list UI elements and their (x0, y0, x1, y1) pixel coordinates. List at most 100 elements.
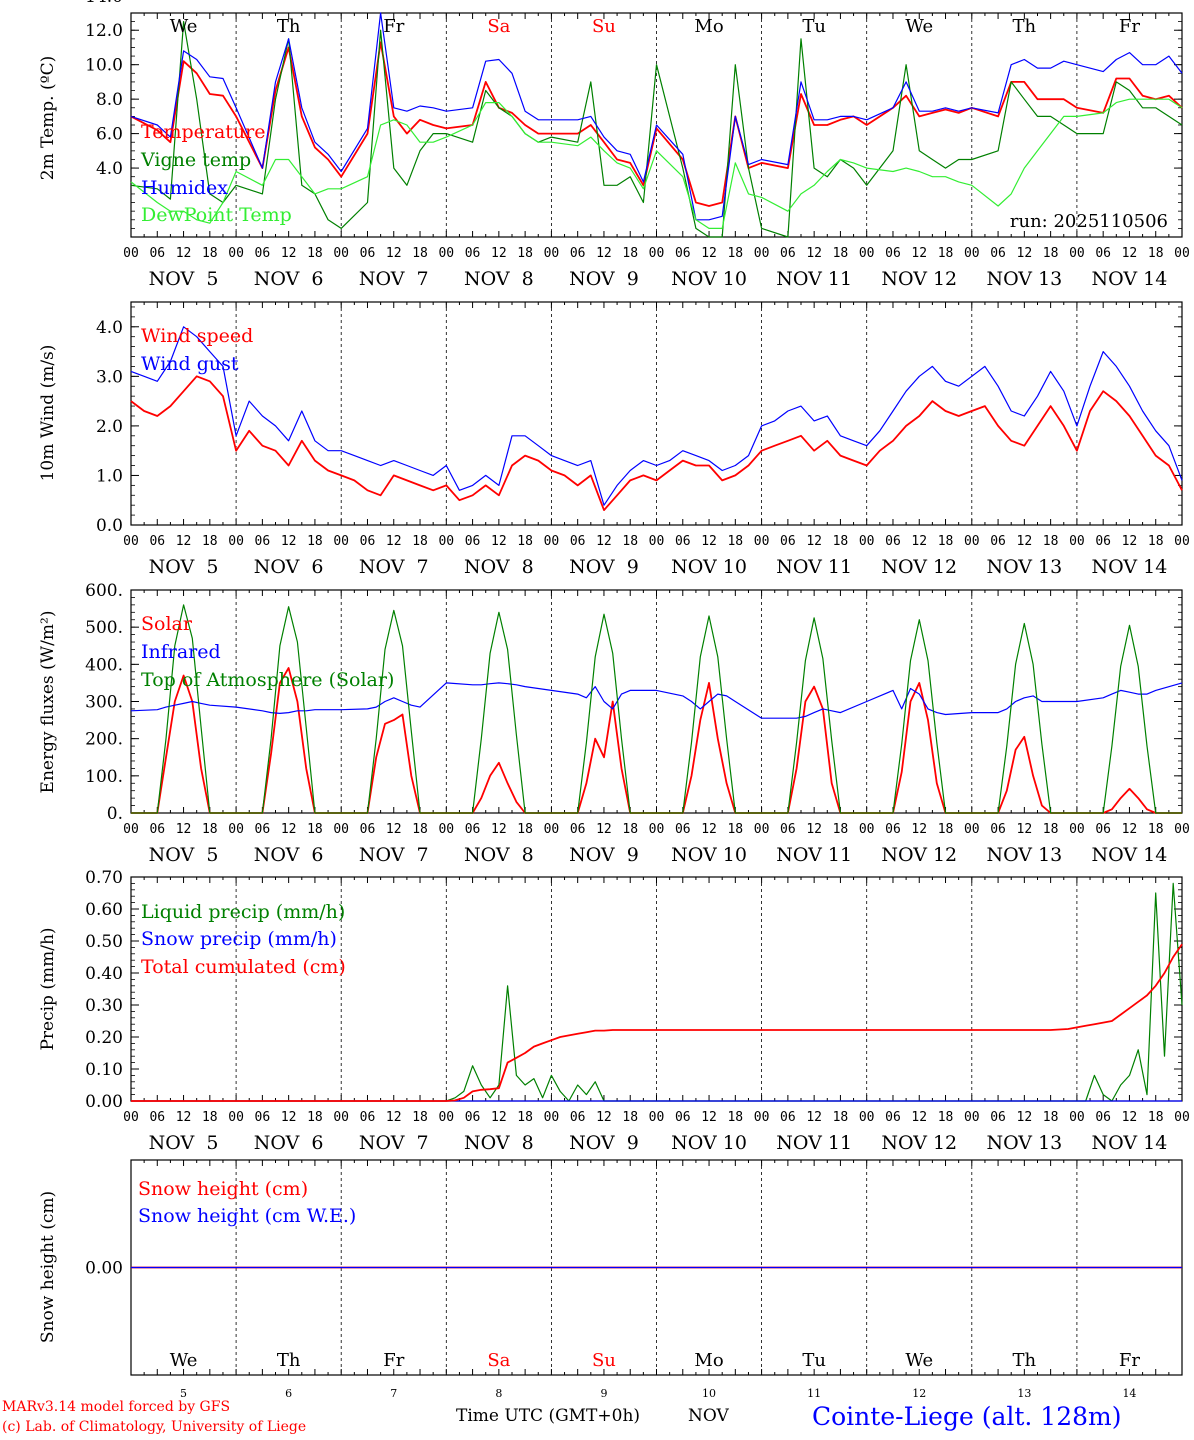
hour-label: 12 (1122, 1110, 1138, 1125)
date-label: NOV 7 (359, 844, 429, 866)
hour-label: 06 (465, 246, 481, 261)
hour-label: 12 (806, 246, 822, 261)
hour-label: 00 (649, 246, 665, 261)
y-tick-label: 0.40 (85, 964, 123, 984)
hour-label: 06 (1095, 1110, 1111, 1125)
day-number-label: 14 (1122, 1387, 1136, 1400)
legend-entry: Top of Atmosphere (Solar) (141, 669, 394, 691)
date-label: NOV 5 (149, 1132, 219, 1154)
hour-label: 18 (517, 822, 533, 837)
date-label: NOV 9 (569, 268, 639, 290)
weekday-label: Fr (383, 16, 404, 37)
hour-label: 06 (570, 534, 586, 549)
hour-label: 18 (412, 534, 428, 549)
y-tick-label: 0.70 (85, 868, 123, 888)
weekday-label: Fr (1119, 1350, 1140, 1371)
hour-label: 00 (1174, 822, 1190, 837)
y-tick-label: 4.0 (96, 318, 123, 338)
hour-label: 00 (333, 1110, 349, 1125)
hour-label: 12 (491, 534, 507, 549)
date-label: NOV 13 (986, 556, 1062, 578)
series-line-infrared (130, 682, 1183, 719)
date-label: NOV 12 (881, 556, 957, 578)
date-label: NOV 9 (569, 844, 639, 866)
date-label: NOV 11 (776, 556, 852, 578)
hour-label: 18 (727, 246, 743, 261)
hour-label: 12 (911, 534, 927, 549)
weekday-label: We (170, 1350, 198, 1371)
hour-label: 18 (307, 246, 323, 261)
hour-label: 18 (622, 534, 638, 549)
hour-label: 06 (465, 1110, 481, 1125)
hour-label: 00 (1069, 1110, 1085, 1125)
hour-label: 18 (307, 1110, 323, 1125)
hour-label: 06 (675, 534, 691, 549)
hour-label: 00 (649, 534, 665, 549)
hour-label: 06 (570, 246, 586, 261)
y-tick-label: 300. (85, 693, 123, 713)
date-label: NOV 12 (881, 268, 957, 290)
hour-label: 00 (649, 1110, 665, 1125)
hour-label: 06 (149, 246, 165, 261)
hour-label: 00 (333, 246, 349, 261)
hour-label: 06 (360, 246, 376, 261)
hour-label: 00 (544, 246, 560, 261)
hour-label: 12 (1122, 822, 1138, 837)
y-axis-label: Energy fluxes (W/m²) (38, 611, 58, 794)
day-number-label: 8 (495, 1387, 502, 1400)
hour-label: 12 (701, 246, 717, 261)
hour-label: 12 (596, 534, 612, 549)
hour-label: 00 (1174, 246, 1190, 261)
date-label: NOV 8 (464, 844, 534, 866)
y-tick-label: 0. (107, 804, 123, 824)
hour-label: 18 (412, 1110, 428, 1125)
y-tick-label: 0.60 (85, 900, 123, 920)
date-label: NOV 8 (464, 268, 534, 290)
hour-label: 00 (754, 1110, 770, 1125)
hour-label: 12 (1122, 534, 1138, 549)
hour-label: 18 (833, 534, 849, 549)
date-label: NOV 13 (986, 268, 1062, 290)
date-label: NOV 12 (881, 1132, 957, 1154)
weekday-label: Th (1013, 1350, 1037, 1371)
date-label: NOV 7 (359, 268, 429, 290)
hour-label: 12 (281, 246, 297, 261)
hour-label: 06 (675, 246, 691, 261)
hour-label: 06 (780, 1110, 796, 1125)
legend-entry: Temperature (141, 121, 265, 143)
y-tick-label: 200. (85, 730, 123, 750)
hour-label: 06 (255, 1110, 271, 1125)
x-axis-title: Time UTC (GMT+0h) (456, 1406, 641, 1426)
hour-label: 18 (412, 822, 428, 837)
hour-label: 18 (1043, 246, 1059, 261)
hour-label: 18 (938, 246, 954, 261)
hour-label: 06 (990, 534, 1006, 549)
y-tick-label: 0.00 (85, 1259, 123, 1279)
hour-label: 00 (438, 822, 454, 837)
legend-entry: Snow height (cm) (138, 1178, 308, 1200)
weekday-label: Sa (487, 16, 510, 37)
panel-1: 4.06.08.010.012.014.016.02m Temp. (ºC)00… (38, 0, 1190, 290)
date-label: NOV 13 (986, 1132, 1062, 1154)
hour-label: 18 (833, 1110, 849, 1125)
hour-label: 00 (123, 534, 139, 549)
hour-label: 06 (465, 534, 481, 549)
y-tick-label: 2.0 (96, 417, 123, 437)
day-number-label: 12 (912, 1387, 926, 1400)
y-tick-label: 4.0 (96, 159, 123, 179)
hour-label: 18 (1148, 534, 1164, 549)
hour-label: 00 (228, 246, 244, 261)
hour-label: 12 (1017, 534, 1033, 549)
weekday-label: Tu (802, 16, 826, 37)
y-tick-label: 400. (85, 655, 123, 675)
hour-label: 18 (1043, 822, 1059, 837)
hour-label: 06 (885, 822, 901, 837)
legend-entry: Solar (141, 613, 193, 635)
hour-label: 12 (176, 822, 192, 837)
hour-label: 18 (202, 822, 218, 837)
panel-4: 0.00 0.10 0.20 0.30 0.40 0.50 0.60 0.70 Precip (… (38, 868, 1190, 1154)
hour-label: 06 (780, 534, 796, 549)
y-tick-label: 8.0 (96, 90, 123, 110)
hour-label: 12 (1017, 822, 1033, 837)
weekday-label: Th (1013, 16, 1037, 37)
